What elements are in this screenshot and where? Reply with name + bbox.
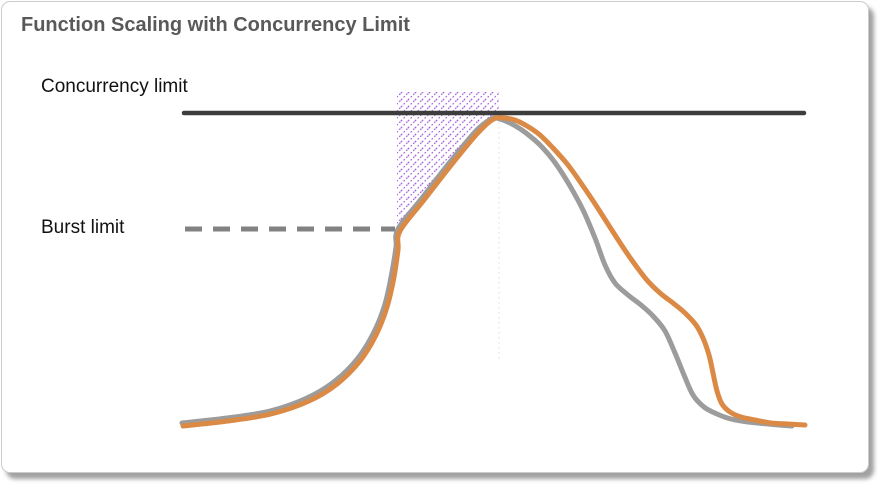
chart-card: Function Scaling with Concurrency Limit …	[1, 1, 869, 473]
orange-curve	[180, 115, 808, 429]
concurrency-limit-label: Concurrency limit	[41, 76, 188, 97]
chart-title: Function Scaling with Concurrency Limit	[21, 14, 410, 36]
scaling-chart	[179, 92, 808, 429]
gray-curve	[179, 115, 795, 429]
burst-limit-label: Burst limit	[41, 217, 125, 238]
